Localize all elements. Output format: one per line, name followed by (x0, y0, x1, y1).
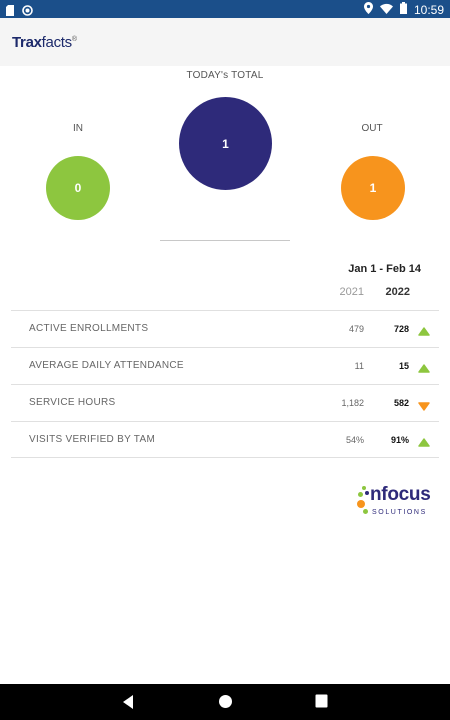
trend-down-icon (418, 398, 430, 411)
nfocus-subtitle: SOLUTIONS (372, 509, 427, 516)
location-icon (363, 2, 373, 17)
wifi-icon (379, 3, 393, 17)
metric-curr-value: 91% (390, 435, 409, 445)
in-count: 0 (74, 181, 82, 195)
back-icon[interactable] (121, 694, 135, 715)
out-label: OUT (361, 123, 383, 134)
table-row[interactable]: VISITS VERIFIED BY TAM 54% 91% (11, 421, 439, 458)
date-range: Jan 1 - Feb 14 (348, 263, 421, 275)
summary-table: ACTIVE ENROLLMENTS 479 728 AVERAGE DAILY… (11, 310, 439, 458)
battery-icon (399, 2, 407, 17)
home-icon[interactable] (218, 694, 233, 714)
logo-dot-icon (357, 500, 365, 508)
table-row[interactable]: AVERAGE DAILY ATTENDANCE 11 15 (11, 347, 439, 384)
table-row[interactable]: ACTIVE ENROLLMENTS 479 728 (11, 310, 439, 347)
out-count: 1 (369, 181, 377, 195)
year-previous-header: 2021 (339, 286, 364, 298)
logo-dot-icon (363, 509, 368, 514)
logo-dot-icon (358, 492, 363, 497)
today-total-label: TODAY's TOTAL (186, 70, 264, 81)
metric-curr-value: 15 (398, 361, 409, 371)
today-total-circle[interactable]: 1 (179, 97, 272, 190)
divider (160, 240, 290, 241)
app-bar: Traxfacts® (0, 18, 450, 66)
sim-card-icon (6, 3, 14, 21)
trend-up-icon (418, 435, 430, 447)
nfocus-logo: nfocus SOLUTIONS (356, 482, 442, 522)
logo-dot-icon (365, 491, 369, 495)
metric-prev-value: 479 (348, 324, 364, 334)
logo-mark: ® (71, 36, 77, 43)
app-logo[interactable]: Traxfacts® (12, 34, 77, 51)
out-count-circle[interactable]: 1 (341, 156, 405, 220)
in-label: IN (73, 123, 83, 134)
logo-bold: Trax (12, 34, 42, 51)
sync-icon (22, 3, 33, 21)
recents-icon[interactable] (315, 694, 328, 713)
metric-prev-value: 1,182 (341, 398, 364, 408)
logo-dot-icon (362, 486, 366, 490)
metric-label: SERVICE HOURS (29, 397, 116, 408)
metric-prev-value: 11 (354, 361, 364, 371)
metric-label: VISITS VERIFIED BY TAM (29, 434, 156, 445)
year-current-header: 2022 (385, 286, 410, 298)
navigation-bar (0, 684, 450, 720)
today-total-count: 1 (222, 136, 229, 151)
table-row[interactable]: SERVICE HOURS 1,182 582 (11, 384, 439, 421)
metric-label: AVERAGE DAILY ATTENDANCE (29, 360, 184, 371)
trend-up-icon (418, 324, 430, 336)
logo-rest: facts (41, 34, 72, 51)
metric-prev-value: 54% (345, 435, 364, 445)
metric-curr-value: 582 (393, 398, 409, 408)
metric-curr-value: 728 (393, 324, 409, 334)
trend-up-icon (418, 361, 430, 373)
in-count-circle[interactable]: 0 (46, 156, 110, 220)
clock: 10:59 (413, 2, 444, 17)
status-bar: 10:59 (0, 0, 450, 18)
nfocus-wordmark: nfocus (370, 484, 431, 505)
metric-label: ACTIVE ENROLLMENTS (29, 323, 149, 334)
